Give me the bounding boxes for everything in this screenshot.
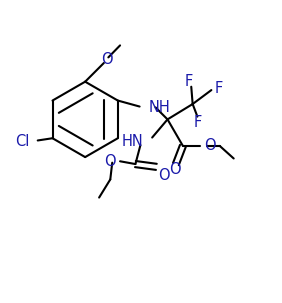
Text: O: O bbox=[169, 162, 181, 177]
Text: O: O bbox=[158, 168, 169, 183]
Text: Cl: Cl bbox=[15, 134, 29, 148]
Text: HN: HN bbox=[122, 134, 144, 149]
Text: O: O bbox=[204, 138, 215, 153]
Text: O: O bbox=[104, 154, 116, 169]
Text: F: F bbox=[215, 82, 223, 96]
Text: F: F bbox=[184, 74, 193, 89]
Text: O: O bbox=[101, 52, 113, 67]
Text: F: F bbox=[193, 115, 202, 130]
Text: NH: NH bbox=[149, 100, 170, 115]
